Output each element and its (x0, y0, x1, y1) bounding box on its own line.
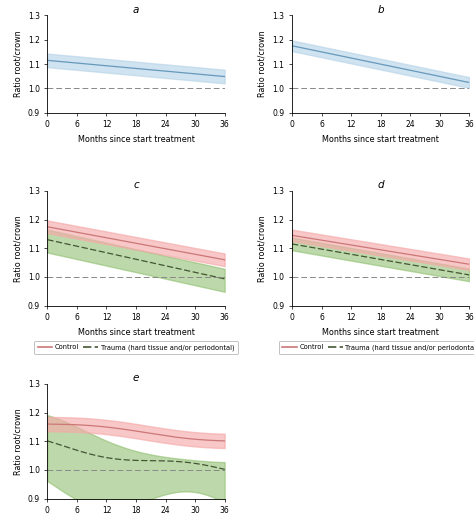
Y-axis label: Ratio root/crown: Ratio root/crown (13, 215, 22, 282)
Title: b: b (377, 5, 384, 14)
X-axis label: Months since start treatment: Months since start treatment (322, 328, 439, 337)
Title: c: c (133, 180, 139, 190)
Y-axis label: Ratio root/crown: Ratio root/crown (258, 215, 267, 282)
Title: a: a (133, 5, 139, 14)
Y-axis label: Ratio root/crown: Ratio root/crown (258, 31, 267, 97)
Title: d: d (377, 180, 384, 190)
Title: e: e (133, 373, 139, 383)
X-axis label: Months since start treatment: Months since start treatment (78, 135, 194, 144)
Legend: Control, Trauma (hard tissue and/or periodontal): Control, Trauma (hard tissue and/or peri… (279, 341, 474, 354)
Y-axis label: Ratio root/crown: Ratio root/crown (13, 31, 22, 97)
Legend: Control, Trauma (hard tissue and/or periodontal): Control, Trauma (hard tissue and/or peri… (35, 341, 237, 354)
X-axis label: Months since start treatment: Months since start treatment (322, 135, 439, 144)
Y-axis label: Ratio root/crown: Ratio root/crown (13, 408, 22, 474)
X-axis label: Months since start treatment: Months since start treatment (78, 328, 194, 337)
